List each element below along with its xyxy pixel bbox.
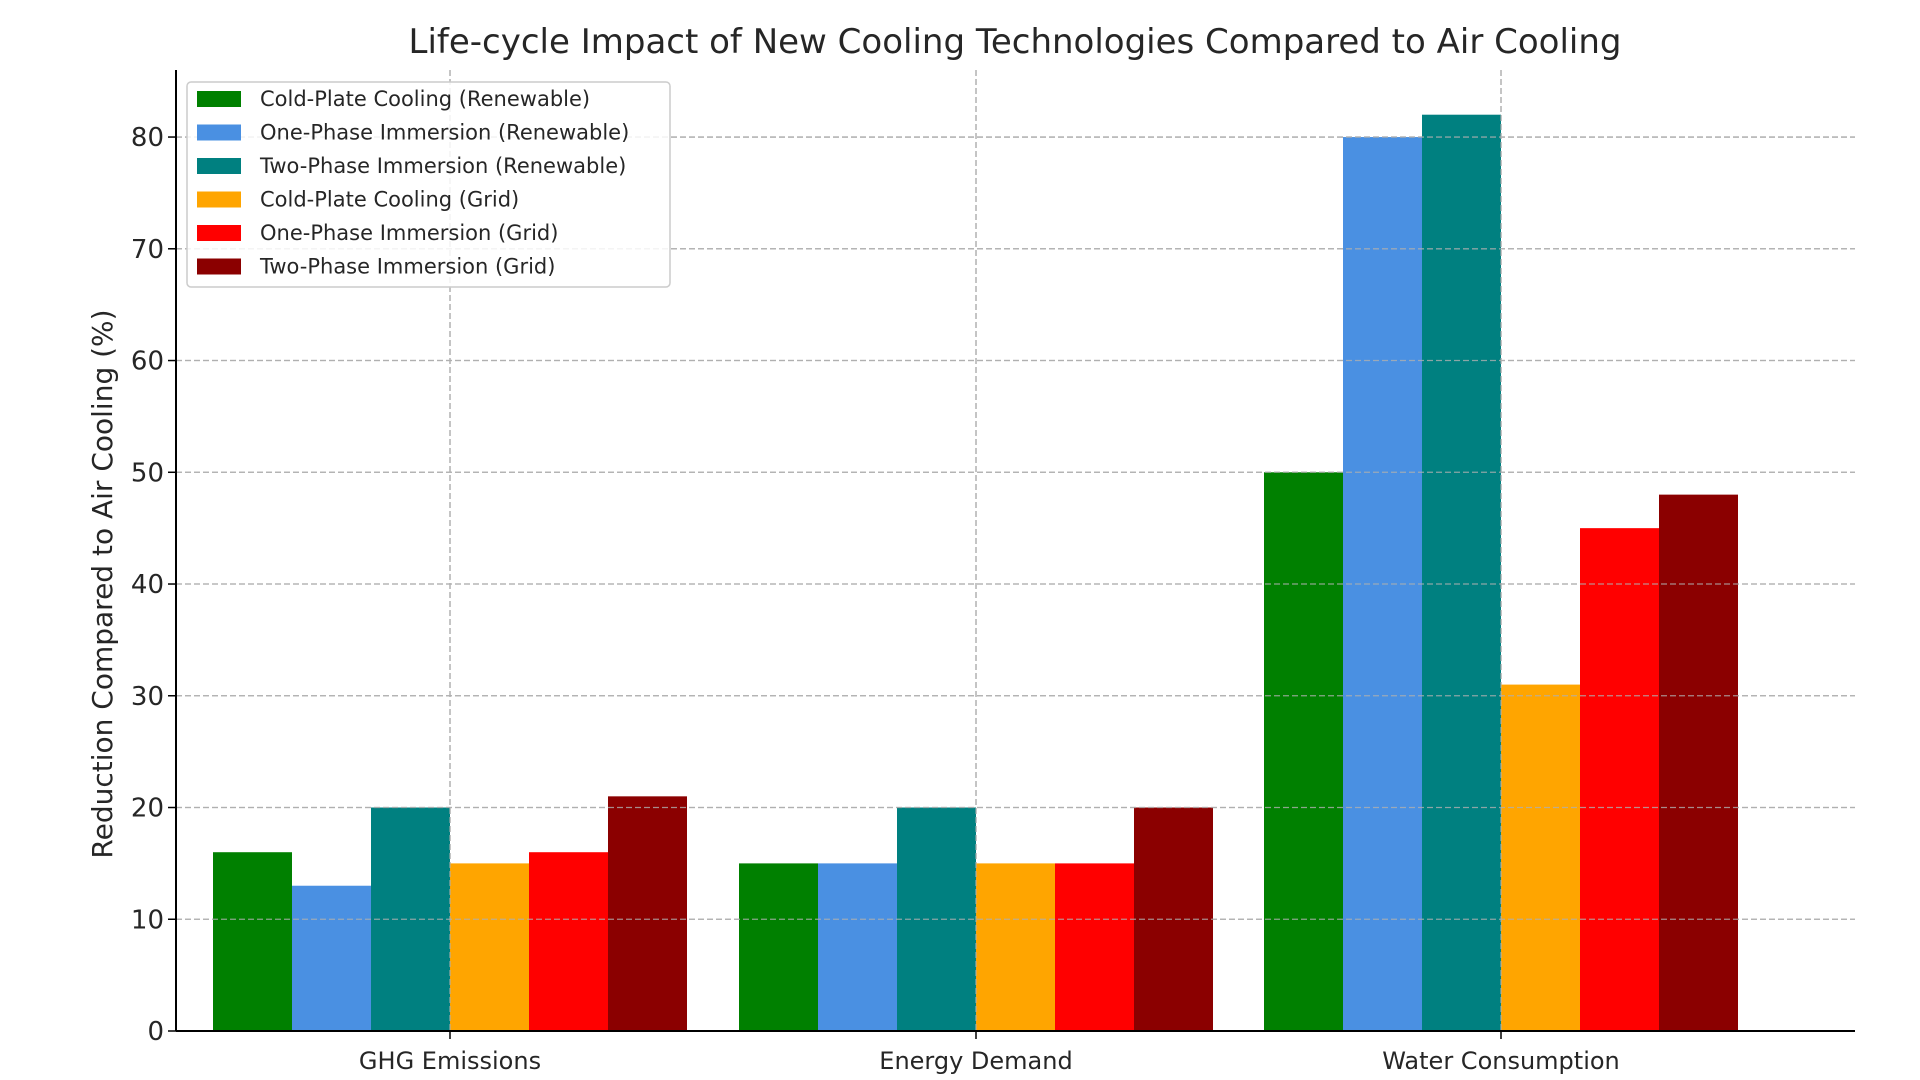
legend: Cold-Plate Cooling (Renewable) One-Phase … — [186, 81, 671, 288]
legend-label: Cold-Plate Cooling (Renewable) — [260, 87, 590, 111]
legend-label: Two-Phase Immersion (Grid) — [259, 255, 555, 279]
y-tick-label: 80 — [131, 123, 164, 153]
legend-label: One-Phase Immersion (Grid) — [260, 221, 558, 245]
legend-swatch — [197, 124, 241, 141]
legend-swatch — [197, 158, 241, 174]
bar — [1422, 114, 1501, 1031]
bar — [818, 863, 897, 1031]
bar — [608, 796, 687, 1031]
x-tick-label: Energy Demand — [879, 1047, 1072, 1075]
y-tick-label: 50 — [131, 458, 164, 488]
y-tick-label: 20 — [131, 794, 164, 824]
x-tick-label: Water Consumption — [1382, 1047, 1620, 1075]
bar — [1501, 684, 1580, 1031]
bar — [1134, 807, 1213, 1031]
bars — [176, 70, 1855, 1032]
bar — [1055, 863, 1134, 1031]
bar — [529, 852, 608, 1031]
y-tick-label: 70 — [131, 235, 164, 265]
legend-box — [186, 81, 671, 288]
y-axis-label: Reduction Compared to Air Cooling (%) — [86, 309, 119, 858]
y-tick-label: 60 — [131, 347, 164, 377]
chart-title: Life-cycle Impact of New Cooling Technol… — [409, 22, 1622, 62]
legend-label: Two-Phase Immersion (Renewable) — [259, 154, 626, 178]
bar — [292, 885, 371, 1031]
legend-swatch — [197, 258, 241, 275]
y-tick-label: 30 — [131, 682, 164, 712]
bar — [213, 852, 292, 1031]
bar — [1659, 494, 1738, 1031]
y-tick-label: 40 — [131, 570, 164, 600]
x-tick-label: GHG Emissions — [359, 1047, 541, 1075]
bar — [1264, 472, 1343, 1032]
bar — [976, 863, 1055, 1031]
bar — [739, 863, 818, 1031]
bar — [1580, 528, 1659, 1031]
axes: 0 10 20 30 40 50 60 70 80 GHG Emissions Energy Dem… — [131, 70, 1855, 1075]
legend-label: One-Phase Immersion (Renewable) — [260, 121, 629, 145]
legend-swatch — [197, 225, 241, 241]
legend-swatch — [197, 191, 241, 208]
legend-swatch — [197, 91, 241, 107]
y-tick-label: 0 — [147, 1017, 164, 1047]
y-tick-label: 10 — [131, 905, 164, 935]
bar — [450, 863, 529, 1031]
legend-label: Cold-Plate Cooling (Grid) — [260, 188, 519, 212]
